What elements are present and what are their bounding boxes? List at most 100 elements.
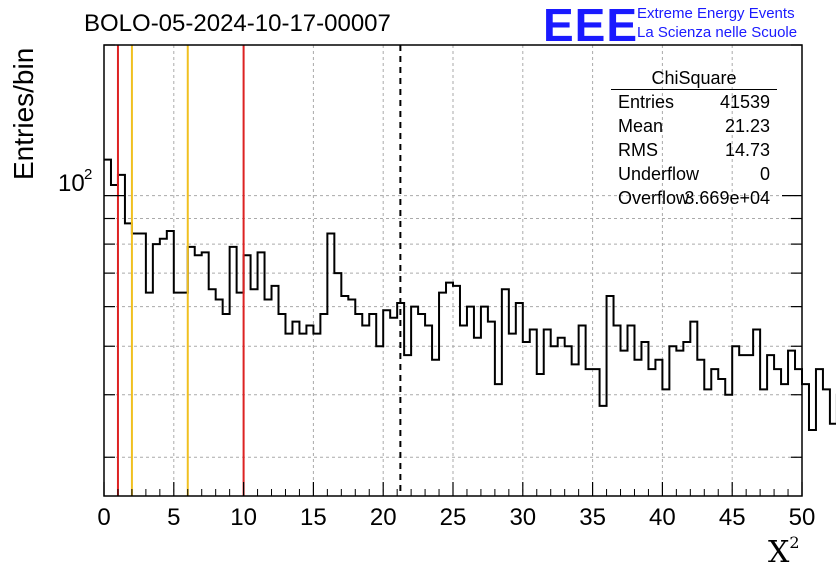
histogram-bin: [628, 326, 635, 496]
histogram-bin: [774, 369, 781, 496]
histogram-bin: [502, 289, 509, 496]
histogram-bin: [453, 286, 460, 496]
histogram-bin: [732, 346, 739, 496]
x-tick-label: 45: [719, 504, 746, 531]
histogram-bin: [565, 346, 572, 496]
histogram-bin: [160, 239, 167, 496]
histogram-bin: [118, 175, 125, 496]
histogram-bin: [341, 296, 348, 496]
histogram-bin: [244, 255, 251, 496]
histogram-bin: [558, 338, 565, 496]
histogram-bin: [139, 234, 146, 496]
logo-line-1: Extreme Energy Events: [637, 5, 795, 22]
marker-lines-layer: [116, 45, 402, 496]
histogram-bin: [495, 384, 502, 496]
histogram-bin: [760, 389, 767, 496]
eee-logo-text: Extreme Energy Events La Scienza nelle S…: [637, 4, 797, 42]
histogram-bin: [690, 322, 697, 496]
histogram-bin: [306, 326, 313, 496]
histogram-bin: [279, 314, 286, 496]
histogram-bin: [634, 360, 641, 496]
histogram-bin: [474, 338, 481, 496]
stats-key: Overflow: [618, 188, 690, 208]
histogram-bin: [516, 303, 523, 496]
histogram-series-outline: [104, 158, 836, 432]
x-tick-label: 0: [97, 504, 110, 531]
x-tick-label: 20: [370, 504, 397, 531]
histogram-bin: [292, 322, 299, 496]
histogram-bin: [655, 360, 662, 496]
histogram-bin: [481, 307, 488, 496]
histogram-bin: [167, 231, 174, 496]
histogram-bin: [788, 351, 795, 496]
stats-key: Underflow: [618, 164, 700, 184]
histogram-bin: [767, 355, 774, 496]
stats-key: Mean: [618, 116, 664, 136]
x-tick-label: 40: [649, 504, 676, 531]
histogram-bin: [781, 384, 788, 496]
histogram-bin: [223, 314, 230, 496]
stats-box: ChiSquare Entries 41539 Mean 21.23 RMS 1…: [611, 67, 777, 210]
histogram-bin: [265, 300, 272, 496]
histogram-bin: [202, 252, 209, 496]
histogram-bin: [579, 326, 586, 496]
histogram-bin: [676, 351, 683, 496]
tick-labels-layer: 0 5 10 15 20 25 30 35 40 45 50: [97, 504, 815, 531]
histogram-bin: [683, 342, 690, 496]
grid-layer: [104, 45, 802, 496]
histogram-bin: [600, 406, 607, 496]
histogram-bin: [334, 273, 341, 496]
histogram-bin: [237, 293, 244, 496]
x-tick-label: 10: [230, 504, 257, 531]
histogram-bin: [809, 430, 816, 496]
histogram-bin: [439, 293, 446, 496]
histogram-bin: [725, 395, 732, 496]
histogram-bin: [209, 289, 216, 496]
histogram-bin: [488, 322, 495, 496]
histogram-bin: [355, 314, 362, 496]
histogram-bin: [383, 310, 390, 496]
histogram-bin: [230, 247, 237, 496]
histogram-bin: [572, 364, 579, 496]
histogram-bin: [537, 374, 544, 496]
histogram-bin: [104, 160, 111, 496]
histogram-bin: [718, 379, 725, 496]
histogram-bin: [648, 369, 655, 496]
histogram-bin: [390, 318, 397, 496]
histogram-bin: [111, 185, 118, 496]
x-tick-label: 25: [440, 504, 467, 531]
x-tick-label: 30: [509, 504, 536, 531]
histogram-bin: [327, 234, 334, 496]
x-axis-label-base: X: [768, 535, 790, 570]
ticks-layer: [103, 44, 803, 496]
stats-row-rms: RMS 14.73: [611, 138, 777, 162]
y-tick-exponent: 2: [84, 166, 92, 183]
y-tick-base: 10: [58, 170, 85, 197]
y-axis-label: Entries/bin: [8, 47, 39, 180]
histogram-bin: [669, 346, 676, 496]
stats-value: 0: [759, 164, 770, 184]
histogram-bin: [551, 346, 558, 496]
histogram-bin: [125, 223, 132, 496]
histogram-bin: [348, 300, 355, 496]
histogram-bin: [216, 300, 223, 496]
histogram-bin: [607, 296, 614, 496]
histogram-bin: [704, 389, 711, 496]
x-axis-label: X2: [768, 533, 800, 570]
histogram-bin: [418, 314, 425, 496]
stats-value: 41539: [719, 92, 770, 112]
histogram-bin: [830, 424, 836, 496]
histogram-bin: [195, 255, 202, 496]
histogram-bin: [299, 334, 306, 496]
histogram-bin: [272, 286, 279, 496]
histogram-bin: [446, 283, 453, 496]
stats-key: Entries: [618, 92, 675, 112]
histogram-bin: [174, 293, 181, 496]
histogram-bin: [523, 342, 530, 496]
histogram-bin: [795, 369, 802, 496]
stats-row-mean: Mean 21.23: [611, 114, 777, 138]
x-tick-label: 15: [300, 504, 327, 531]
histogram-bin: [753, 330, 760, 496]
histogram-bin: [802, 384, 809, 496]
histogram-bin: [132, 234, 139, 496]
